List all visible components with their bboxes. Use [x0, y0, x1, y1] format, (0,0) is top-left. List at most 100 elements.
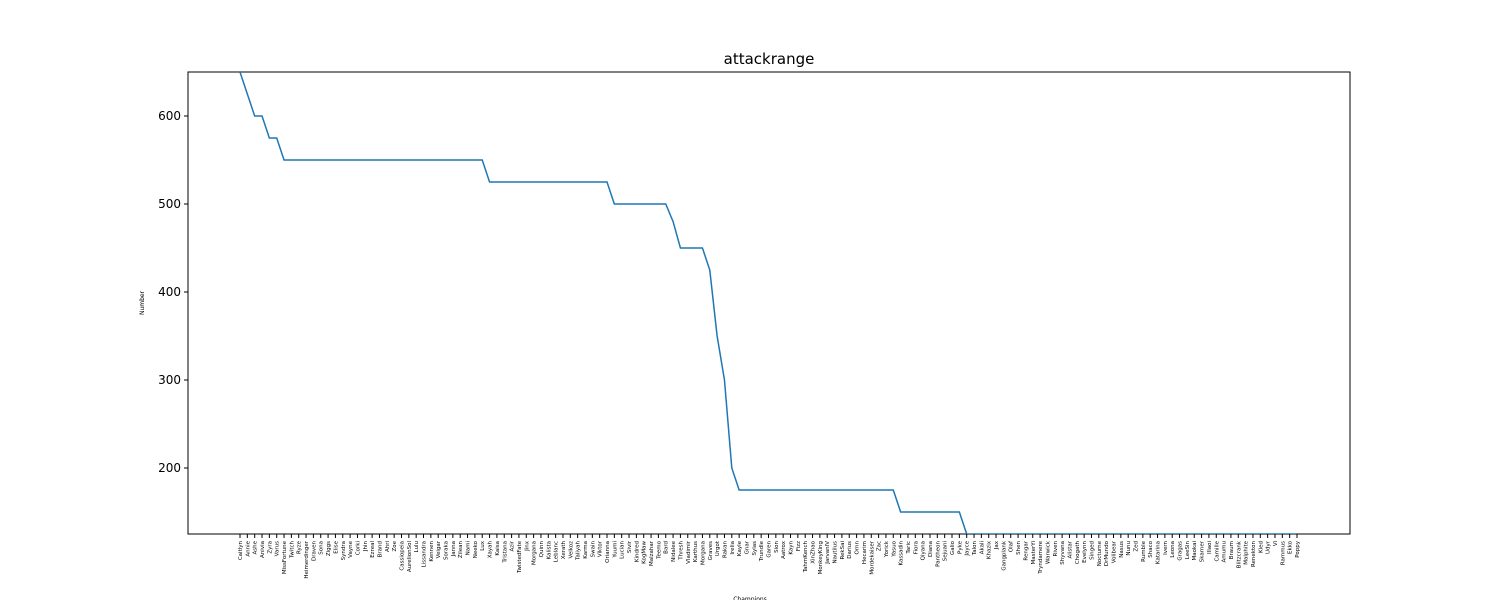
x-tick-label: Zyra: [267, 541, 273, 554]
x-tick-label: Jax: [994, 540, 1000, 550]
x-tick-label: Morgana: [532, 541, 538, 565]
x-tick-label: Poppy: [1295, 540, 1301, 557]
x-tick-label: Xayah: [488, 540, 494, 558]
x-tick-label: Zac: [877, 541, 883, 551]
x-tick-label: TwistedFate: [517, 540, 523, 574]
x-tick-label: Yasuo: [891, 540, 897, 557]
x-tick-label: Neeko: [473, 540, 479, 558]
x-tick-label: Ezreal: [370, 541, 376, 558]
x-tick-label: Ashe: [253, 540, 259, 554]
x-tick-label: Kassadin: [899, 540, 905, 565]
x-tick-label: Azir: [510, 540, 516, 551]
x-tick-label: MasterYi: [1031, 541, 1037, 565]
x-tick-label: Jhin: [363, 540, 369, 552]
x-tick-label: Graves: [708, 541, 714, 561]
x-tick-label: Sejuani: [943, 541, 949, 562]
x-tick-label: Talon: [972, 540, 978, 556]
x-tick-label: Nautilus: [833, 541, 839, 564]
x-tick-label: Shyvana: [1060, 541, 1066, 565]
x-tick-label: Nasus: [1119, 541, 1125, 558]
x-tick-label: Nami: [466, 541, 472, 556]
x-tick-label: Lissandra: [422, 541, 428, 567]
x-tick-label: Aatrox: [781, 540, 787, 559]
x-tick-label: Illaoi: [1207, 541, 1213, 554]
x-tick-label: Varus: [275, 541, 281, 556]
x-tick-label: Darius: [847, 541, 853, 559]
x-tick-label: Bard: [664, 541, 670, 554]
x-tick-label: LeeSin: [1185, 540, 1191, 559]
x-tick-label: Malzahar: [649, 540, 655, 566]
x-tick-label: Swain: [590, 540, 596, 557]
chart-title: attackrange: [724, 50, 815, 68]
plot-frame: [187, 71, 1351, 535]
x-tick-label: Skarner: [1200, 540, 1206, 562]
y-tick-label: 600: [158, 109, 181, 123]
x-tick-label: AurelionSol: [407, 541, 413, 573]
x-tick-label: Kayn: [789, 540, 795, 554]
x-tick-label: Kayle: [737, 540, 743, 556]
x-tick-label: Lulu: [414, 541, 420, 552]
x-tick-label: Leona: [1170, 541, 1176, 558]
x-tick-label: Twitch: [289, 541, 295, 560]
x-tick-label: Zed: [1134, 541, 1140, 552]
x-tick-label: Irelia: [730, 541, 736, 555]
y-tick-label: 400: [158, 285, 181, 299]
x-tick-label: Sylas: [752, 541, 758, 556]
x-tick-label: Ziggs: [326, 541, 332, 556]
x-tick-label: JarvanIV: [825, 541, 831, 565]
x-tick-label: Sivir: [627, 540, 633, 553]
x-tick-label: Quinn: [539, 540, 545, 557]
x-tick-label: Tryndamere: [1038, 540, 1044, 574]
x-tick-label: Janna: [451, 541, 457, 557]
x-tick-label: Zoe: [392, 540, 398, 551]
x-tick-label: Kaisa: [495, 541, 501, 556]
x-tick-label: Diana: [928, 541, 934, 557]
x-tick-label: Garen: [767, 540, 773, 557]
x-tick-label: DrMundo: [1104, 540, 1110, 566]
x-tick-label: Udyr: [1266, 540, 1272, 554]
data-line: [239, 72, 1297, 534]
x-tick-label: Shaco: [1148, 540, 1154, 557]
x-tick-label: Heimerdinger: [304, 540, 310, 578]
x-tick-label: Olaf: [1009, 540, 1015, 552]
x-tick-label: Nidalee: [671, 540, 677, 561]
x-tick-label: Volibear: [1111, 540, 1117, 563]
x-tick-label: Taliyah: [576, 540, 582, 561]
x-tick-label: Hecarim: [862, 541, 868, 564]
x-tick-label: Mordekaiser: [869, 540, 875, 574]
x-tick-label: Orianna: [605, 541, 611, 563]
x-tick-label: Ryze: [297, 540, 303, 554]
x-tick-label: Katarina: [1156, 541, 1162, 564]
x-tick-label: Nunu: [1126, 541, 1132, 556]
x-tick-label: Rumble: [1141, 540, 1147, 561]
x-tick-label: Vayne: [348, 540, 354, 557]
y-axis-title: Number: [139, 290, 146, 315]
x-tick-label: Renekton: [1251, 540, 1257, 567]
x-tick-label: Kalista: [546, 541, 552, 559]
x-tick-label: Camille: [1214, 540, 1220, 561]
x-tick-label: Fiora: [913, 541, 919, 554]
x-tick-label: Draven: [311, 540, 317, 561]
x-tick-label: Anivia: [260, 541, 266, 558]
x-tick-label: Ekko: [1288, 540, 1294, 554]
x-tick-label: Pyke: [957, 540, 963, 554]
x-tick-label: Jinx: [524, 540, 530, 552]
x-tick-label: Velkoz: [568, 541, 574, 559]
x-tick-label: KogMaw: [642, 541, 648, 564]
x-tick-label: Leblanc: [554, 541, 560, 562]
x-tick-label: Ivern: [1163, 540, 1169, 554]
x-tick-label: Sona: [319, 541, 325, 555]
x-tick-label: Caitlyn: [238, 540, 244, 560]
y-tick-label: 300: [158, 373, 181, 387]
x-tick-label: Rengar: [1023, 540, 1029, 560]
x-tick-label: Viktor: [598, 540, 604, 557]
x-tick-label: Kindred: [634, 541, 640, 562]
x-tick-label: Amumu: [1222, 541, 1228, 562]
x-tick-label: Kled: [1258, 541, 1264, 553]
x-tick-label: Soraka: [444, 541, 450, 560]
x-tick-label: Corki: [355, 541, 361, 556]
x-tick-label: Gragas: [1178, 541, 1184, 561]
x-tick-label: Nocturne: [1097, 540, 1103, 566]
x-tick-label: Teemo: [656, 540, 662, 560]
